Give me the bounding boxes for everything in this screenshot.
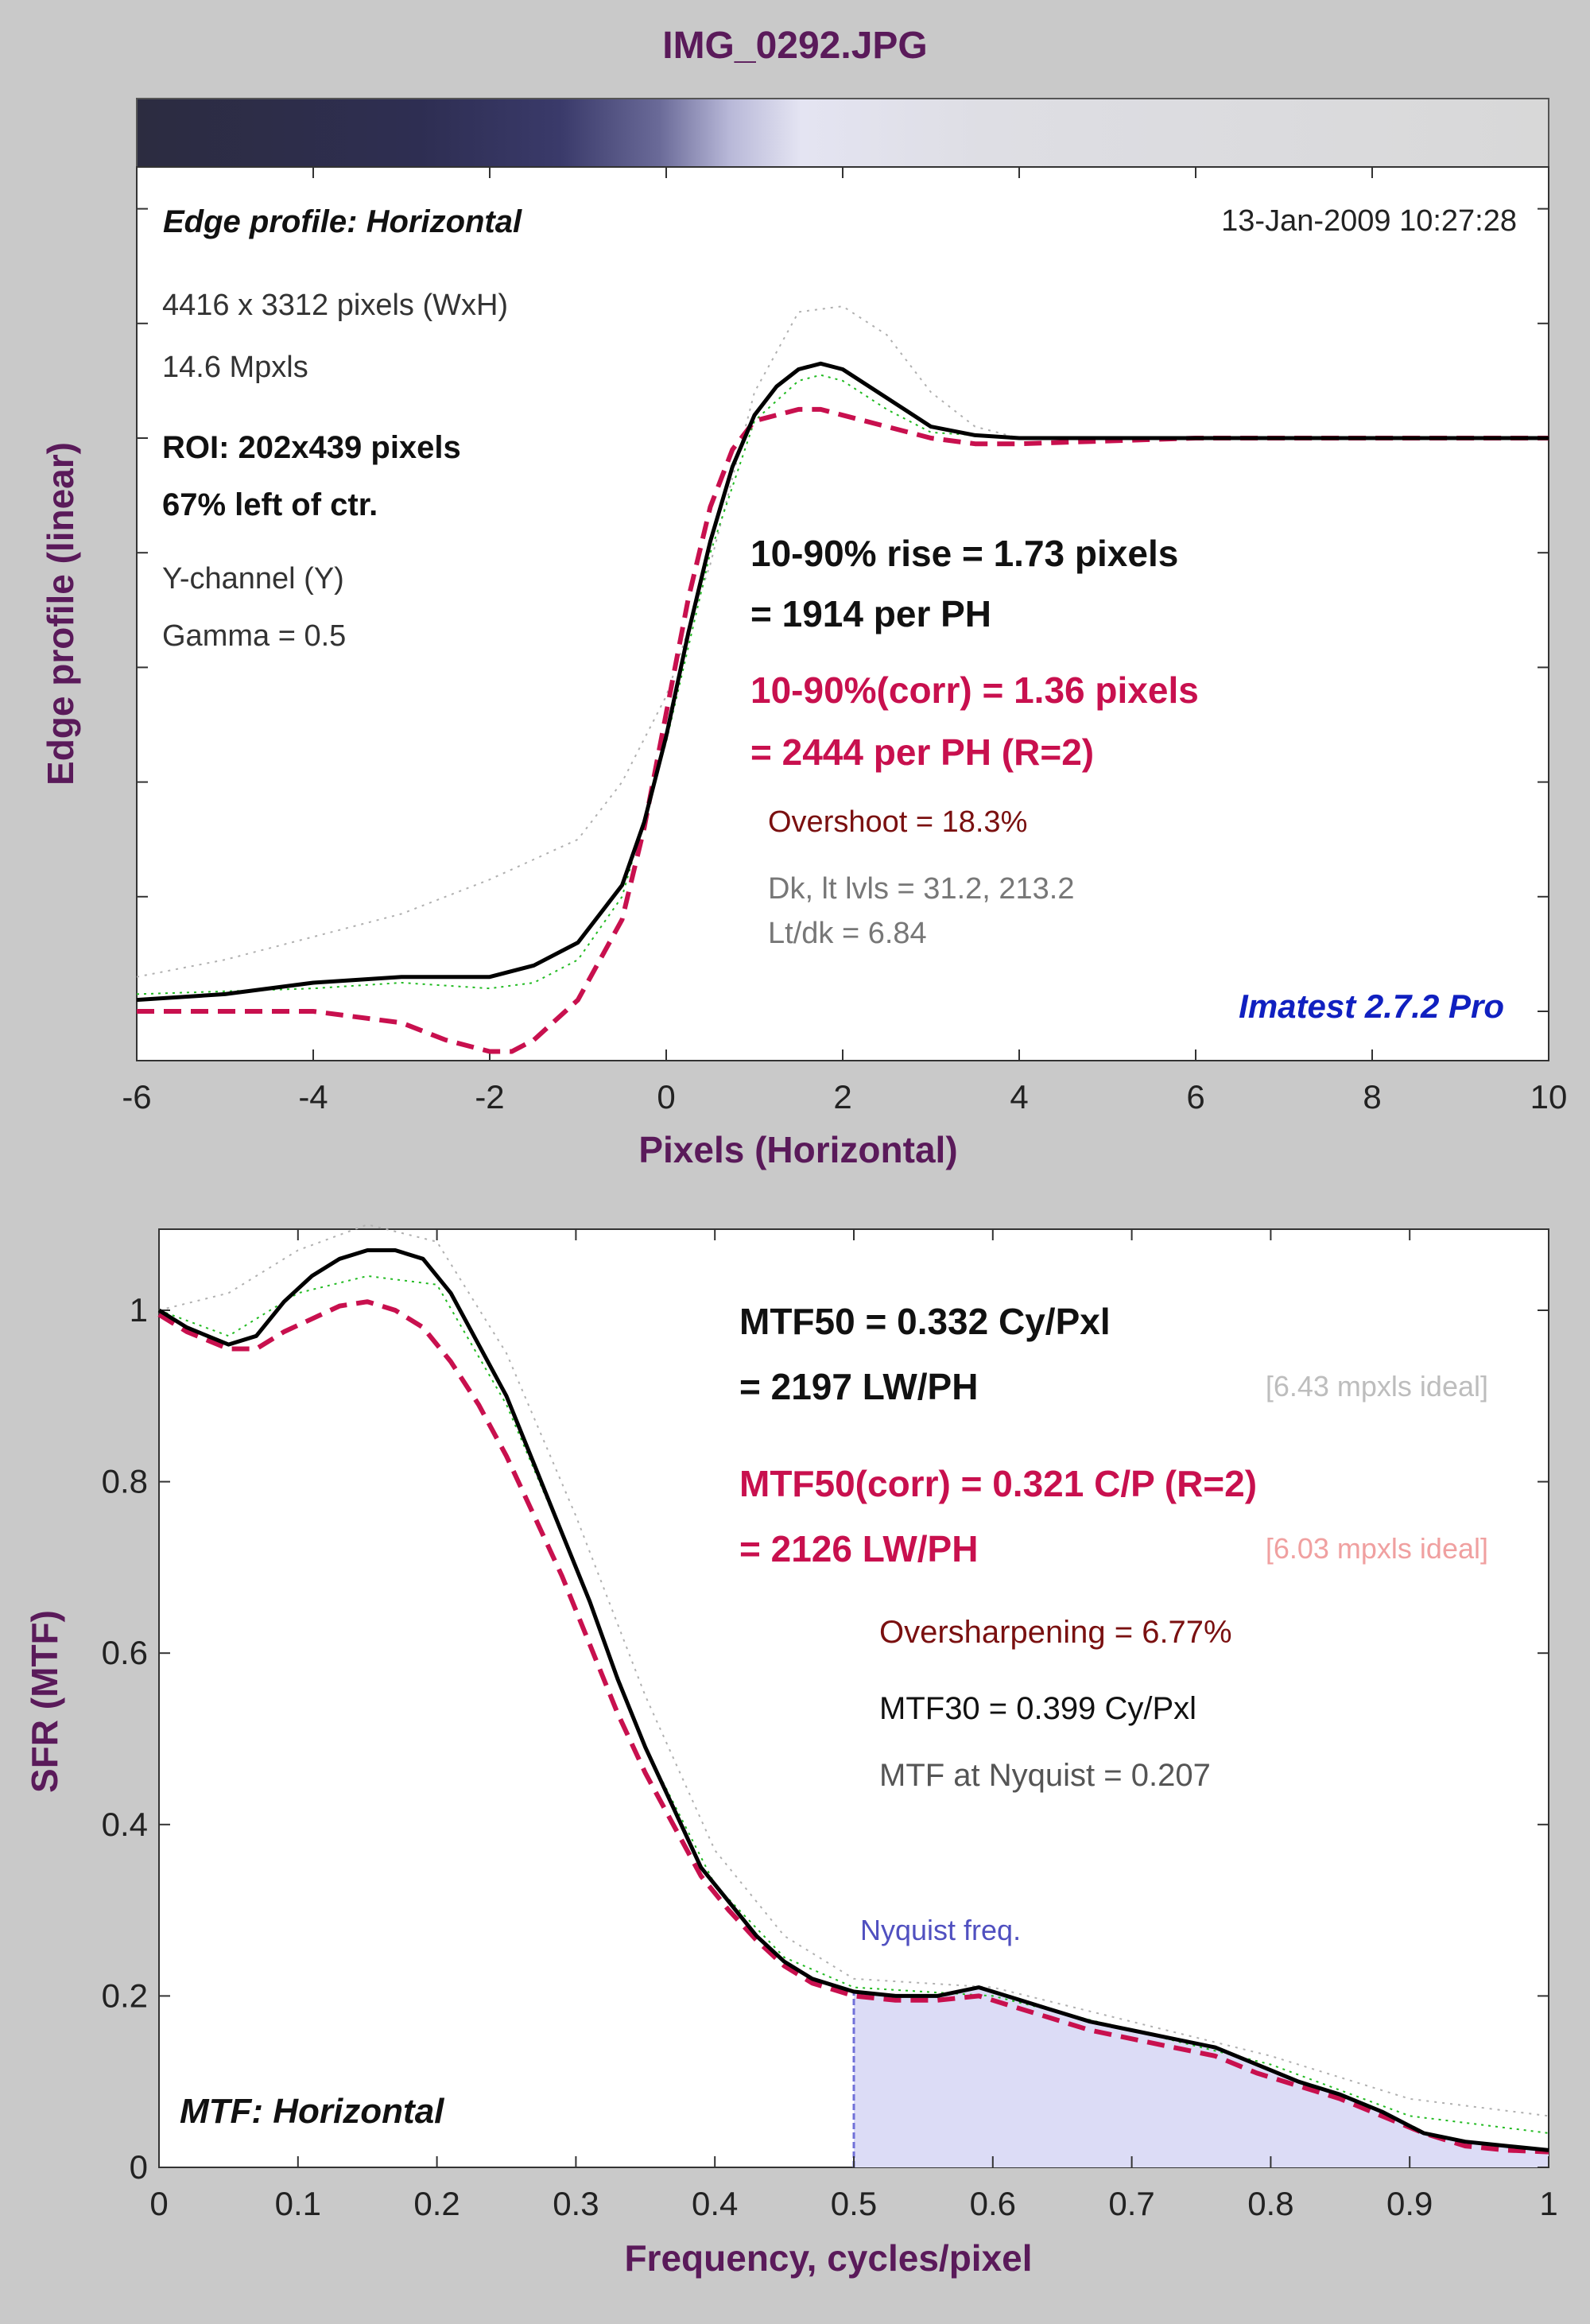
mtf-x-tick-label: 0.7: [1108, 2185, 1154, 2222]
mtf50-ideal: [6.43 mpxls ideal]: [1266, 1370, 1488, 1403]
edge-info-line: Y-channel (Y): [162, 562, 344, 596]
mtf-series: [157, 1224, 1549, 2155]
levels-text: Dk, lt lvls = 31.2, 213.2: [768, 872, 1074, 906]
version-text: Imatest 2.7.2 Pro: [1239, 987, 1504, 1025]
mtf-x-tick-label: 0.8: [1247, 2185, 1293, 2222]
mtf-x-tick-label: 0: [149, 2185, 168, 2222]
ratio-text: Lt/dk = 6.84: [768, 917, 927, 950]
mtf-x-tick-label: 0.2: [413, 2185, 460, 2222]
edge-x-tick-label: 8: [1363, 1078, 1381, 1115]
edge-profile-panel: -6 -4 -2 0 2 4 6 8 10 Edge profile: Horizontal 1…: [40, 166, 1567, 1170]
edge-image-strip: [136, 98, 1549, 168]
mtf50-line-1: MTF50 = 0.332 Cy/Pxl: [739, 1301, 1111, 1342]
edge-x-tick-label: -2: [475, 1078, 504, 1115]
mtf-x-tick-label: 0.5: [831, 2185, 877, 2222]
mtf-panel: 0 0.1 0.2 0.3 0.4 0.5 0.6 0.7 0.8 0.9 1 0 0.2 0.4 0.6…: [24, 1224, 1558, 2279]
mtf-x-tick-label: 1: [1539, 2185, 1557, 2222]
edge-info-line: 67% left of ctr.: [162, 487, 378, 522]
mtf-x-tick-label: 0.9: [1386, 2185, 1433, 2222]
edge-x-ticks: -6 -4 -2 0 2 4 6 8 10: [122, 167, 1567, 1115]
overshoot-text: Overshoot = 18.3%: [768, 805, 1027, 839]
mtf30-text: MTF30 = 0.399 Cy/Pxl: [879, 1691, 1196, 1726]
edge-x-tick-label: 0: [657, 1078, 675, 1115]
edge-series-measured: [136, 361, 1549, 1003]
edge-timestamp: 13-Jan-2009 10:27:28: [1221, 204, 1517, 238]
mtf-x-ticks: 0 0.1 0.2 0.3 0.4 0.5 0.6 0.7 0.8 0.9 1: [149, 1229, 1558, 2222]
mtf50-line-2: = 2197 LW/PH: [739, 1366, 978, 1407]
mtf-y-tick-label: 0.6: [102, 1634, 148, 1671]
edge-ylabel: Edge profile (linear): [40, 442, 81, 786]
mtf-heading: MTF: Horizontal: [180, 2092, 444, 2131]
mtf-x-tick-label: 0.6: [970, 2185, 1016, 2222]
edge-x-tick-label: -6: [122, 1078, 151, 1115]
mtf50corr-line-2: = 2126 LW/PH: [739, 1528, 978, 1569]
edge-info-block: 4416 x 3312 pixels (WxH) 14.6 Mpxls ROI: 2…: [162, 289, 508, 653]
mtf-y-tick-label: 1: [130, 1291, 148, 1329]
mtf-xlabel: Frequency, cycles/pixel: [624, 2237, 1032, 2279]
nyquist-mtf-text: MTF at Nyquist = 0.207: [879, 1758, 1211, 1793]
oversharpening-text: Oversharpening = 6.77%: [879, 1615, 1232, 1650]
mtf50corr-line-1: MTF50(corr) = 0.321 C/P (R=2): [739, 1463, 1257, 1504]
rise-corr-line-2: = 2444 per PH (R=2): [750, 731, 1094, 773]
nyquist-fill-region: [854, 1987, 1549, 2167]
mtf-y-tick-label: 0.2: [102, 1977, 148, 2014]
mtf-x-tick-label: 0.4: [692, 2185, 738, 2222]
mtf-series-corrected: [157, 1299, 1549, 2155]
edge-info-line: Gamma = 0.5: [162, 619, 346, 653]
nyquist-label: Nyquist freq.: [860, 1914, 1021, 1946]
mtf-y-tick-label: 0: [130, 2148, 148, 2186]
mtf-series-standard_sharpened: [158, 1275, 1549, 2134]
mtf-x-tick-label: 0.1: [275, 2185, 321, 2222]
edge-xlabel: Pixels (Horizontal): [638, 1129, 957, 1170]
mtf-series-measured: [157, 1248, 1549, 2152]
mtf-y-ticks: 0 0.2 0.4 0.6 0.8 1: [102, 1291, 1549, 2186]
edge-heading: Edge profile: Horizontal: [163, 204, 522, 239]
edge-x-tick-label: 6: [1186, 1078, 1204, 1115]
mtf50corr-ideal: [6.03 mpxls ideal]: [1266, 1532, 1488, 1565]
mtf-ylabel: SFR (MTF): [24, 1610, 65, 1793]
edge-info-line: 4416 x 3312 pixels (WxH): [162, 289, 508, 322]
edge-series-standard_sharpened: [136, 374, 1549, 995]
edge-info-line: ROI: 202x439 pixels: [162, 430, 461, 465]
edge-x-tick-label: 10: [1530, 1078, 1568, 1115]
mtf-y-tick-label: 0.4: [102, 1806, 148, 1843]
mtf-x-tick-label: 0.3: [553, 2185, 599, 2222]
mtf-series-reference: [158, 1224, 1549, 2117]
edge-series: [136, 305, 1549, 1054]
edge-info-line: 14.6 Mpxls: [162, 351, 308, 384]
edge-x-tick-label: 2: [833, 1078, 851, 1115]
rise-line-2: = 1914 per PH: [750, 593, 991, 634]
edge-series-reference: [136, 305, 1549, 978]
edge-x-tick-label: -4: [298, 1078, 328, 1115]
window-title: IMG_0292.JPG: [662, 25, 928, 67]
mtf-y-tick-label: 0.8: [102, 1463, 148, 1500]
edge-x-tick-label: 4: [1010, 1078, 1028, 1115]
edge-plot-area: [136, 166, 1549, 1061]
rise-corr-line-1: 10-90%(corr) = 1.36 pixels: [750, 669, 1199, 711]
rise-line-1: 10-90% rise = 1.73 pixels: [750, 533, 1178, 574]
